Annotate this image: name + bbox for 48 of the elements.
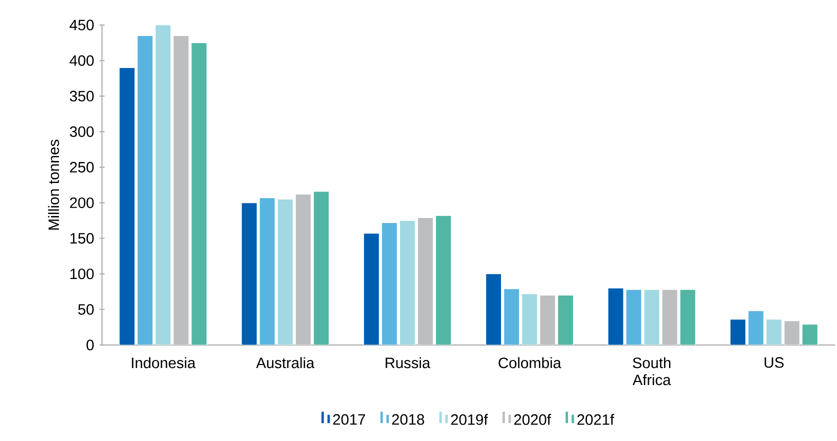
bar xyxy=(363,233,380,345)
y-tick-label: 0 xyxy=(86,340,94,350)
bar xyxy=(137,35,154,345)
bar xyxy=(399,220,416,345)
bar xyxy=(802,324,818,345)
legend-label: 2021f xyxy=(577,414,614,425)
y-tick-label: 450 xyxy=(70,20,94,30)
bar xyxy=(417,217,434,345)
bar xyxy=(748,310,764,345)
bar xyxy=(277,198,294,345)
bar xyxy=(784,320,800,345)
bar xyxy=(486,274,502,345)
x-tick-label: Indonesia xyxy=(132,357,196,368)
bar xyxy=(644,289,660,345)
y-tick-label: 150 xyxy=(70,233,94,244)
x-tick-label: Colombia xyxy=(498,357,562,368)
bar xyxy=(766,319,782,345)
x-tick-label: US xyxy=(764,357,784,368)
y-axis-title: Million tonnes xyxy=(48,140,60,230)
bar xyxy=(259,197,276,345)
x-tick-label: Russia xyxy=(386,357,430,368)
y-tick-label: 400 xyxy=(70,55,94,66)
bar xyxy=(730,319,746,345)
bar xyxy=(608,288,624,345)
bar xyxy=(435,215,452,345)
legend-label: 2018 xyxy=(392,414,424,425)
y-tick-label: 100 xyxy=(70,268,94,280)
legend-label: 2017 xyxy=(333,414,366,425)
bar xyxy=(173,35,190,345)
legend-label: 2020f xyxy=(514,414,552,425)
y-tick-label: 250 xyxy=(70,162,94,173)
x-tick-label: Australia xyxy=(256,357,314,368)
bar xyxy=(558,294,574,345)
y-tick-label: 300 xyxy=(70,126,94,137)
y-tick-label: 200 xyxy=(70,197,94,208)
bar xyxy=(626,289,642,345)
bar xyxy=(241,202,258,345)
bar xyxy=(504,288,520,345)
x-tick-label: South Africa xyxy=(632,357,671,386)
y-tick-label: 50 xyxy=(78,304,94,315)
bar xyxy=(522,293,538,345)
bar xyxy=(155,24,172,345)
bar xyxy=(381,222,398,345)
bar xyxy=(191,42,208,345)
bar xyxy=(119,67,136,345)
legend-label: 2019f xyxy=(451,414,488,425)
y-tick-label: 350 xyxy=(70,90,94,102)
bar xyxy=(540,294,556,345)
